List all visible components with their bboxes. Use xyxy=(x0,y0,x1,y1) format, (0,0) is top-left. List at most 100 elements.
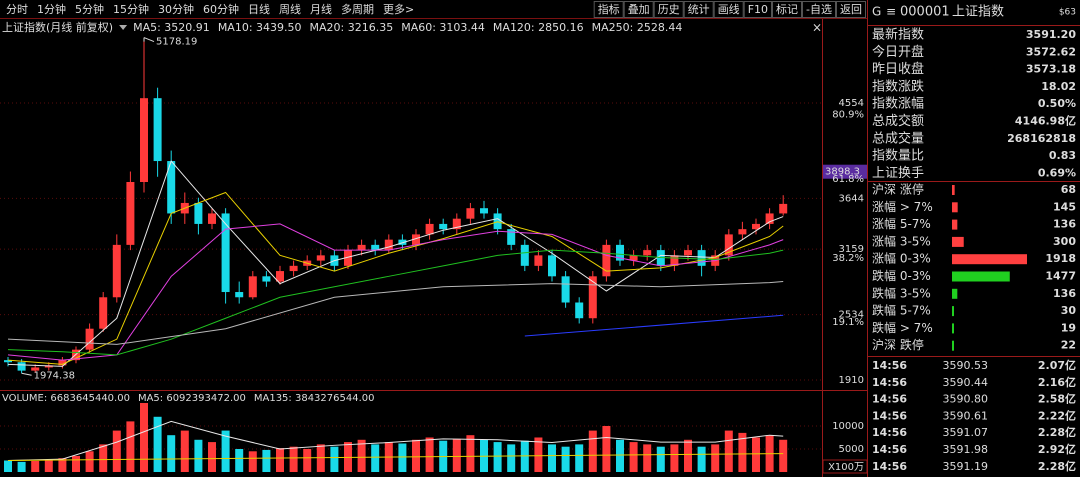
breadth-count: 19 xyxy=(1061,321,1076,334)
quote-value: 0.69% xyxy=(1038,166,1076,179)
volume-bar xyxy=(656,446,665,472)
volume-bar xyxy=(72,455,80,472)
period-tab[interactable]: 30分钟 xyxy=(158,2,194,16)
candle-body xyxy=(31,367,40,371)
period-tab[interactable]: 5分钟 xyxy=(75,2,104,16)
trade-price: 3590.80 xyxy=(943,393,989,406)
candle-body xyxy=(248,276,257,298)
breadth-count: 136 xyxy=(1053,218,1076,231)
volume-bar xyxy=(208,442,216,472)
tool-button-frame xyxy=(802,1,836,18)
breadth-label: 涨幅 > 7% xyxy=(872,199,933,214)
quote-label: 总成交量 xyxy=(872,130,924,146)
period-tab[interactable]: 多周期 xyxy=(341,2,374,16)
candle-body xyxy=(752,223,760,230)
trade-price: 3591.98 xyxy=(943,443,989,456)
tool-button[interactable]: 指标 xyxy=(598,2,620,16)
badge: $63 xyxy=(1059,8,1076,18)
volume-bar xyxy=(112,430,121,472)
tool-button[interactable]: 标记 xyxy=(776,2,798,16)
volume-bar xyxy=(534,437,543,472)
ma-line xyxy=(7,453,784,461)
candle-body xyxy=(85,328,94,350)
period-tab[interactable]: 分时 xyxy=(6,3,28,16)
quote-value: 0.50% xyxy=(1038,97,1076,110)
quote-value: 268162818 xyxy=(1007,132,1076,145)
tool-button-frame xyxy=(772,1,803,18)
title-dropdown[interactable] xyxy=(119,25,128,30)
volume-bar xyxy=(221,430,230,472)
candle-body xyxy=(548,255,556,277)
unit-label: X100万 xyxy=(828,462,864,473)
tool-button[interactable]: -自选 xyxy=(806,3,832,16)
breadth-bar xyxy=(952,219,958,230)
period-tab[interactable]: 周线 xyxy=(279,2,301,16)
trade-amount: 2.92亿 xyxy=(1038,442,1076,456)
candle-body xyxy=(194,202,203,224)
period-tab[interactable]: 日线 xyxy=(248,2,270,16)
candle-body xyxy=(765,213,774,224)
volume-bar xyxy=(697,446,706,472)
period-tab[interactable]: 月线 xyxy=(310,2,332,16)
breadth-count: 68 xyxy=(1061,183,1076,196)
candle-body xyxy=(44,365,53,368)
breadth-count: 136 xyxy=(1053,287,1076,300)
volume-bar xyxy=(738,432,747,472)
candle-body xyxy=(221,213,230,293)
trade-price: 3590.61 xyxy=(943,409,989,422)
ma-line xyxy=(7,281,784,345)
y-tick-label: 4554 xyxy=(839,98,864,109)
volume-bar xyxy=(670,444,679,472)
period-tab[interactable]: 更多> xyxy=(383,2,414,16)
candle-body xyxy=(208,213,216,224)
close-icon[interactable]: × xyxy=(812,21,822,35)
low-arrow xyxy=(21,372,32,376)
breadth-bar xyxy=(952,340,954,351)
fib-label: 61.8% xyxy=(832,174,864,185)
volume-bar xyxy=(180,430,189,472)
trade-price: 3590.44 xyxy=(943,376,989,389)
stock-name: 上证指数 xyxy=(952,5,1004,20)
volume-bar xyxy=(425,437,434,472)
candle-body xyxy=(398,239,407,245)
candle-body xyxy=(452,218,461,230)
period-tab[interactable]: 1分钟 xyxy=(37,2,66,16)
trade-time: 14:56 xyxy=(872,409,907,422)
tool-button[interactable]: 叠加 xyxy=(628,3,650,16)
legend-entry: MA10: 3439.50 xyxy=(218,21,302,34)
breadth-count: 300 xyxy=(1053,235,1076,248)
market-flag: G xyxy=(872,5,881,19)
tool-button[interactable]: F10 xyxy=(748,3,768,16)
trade-amount: 2.58亿 xyxy=(1038,392,1076,406)
volume-bar xyxy=(31,460,40,472)
tool-button[interactable]: 历史 xyxy=(658,3,680,16)
legend-entry: MA60: 3103.44 xyxy=(401,21,485,34)
trade-time: 14:56 xyxy=(872,426,907,439)
ma-line xyxy=(7,420,784,461)
period-tab[interactable]: 15分钟 xyxy=(113,2,149,16)
volume-bar xyxy=(602,425,611,472)
volume-bar xyxy=(4,460,12,472)
tool-button[interactable]: 统计 xyxy=(688,3,710,16)
candle-body xyxy=(384,239,393,251)
volume-bar xyxy=(276,448,284,472)
period-tab[interactable]: 60分钟 xyxy=(203,2,239,16)
tool-button[interactable]: 画线 xyxy=(718,2,740,16)
volume-bar xyxy=(371,444,380,472)
quote-label: 昨日收盘 xyxy=(872,61,924,77)
y-tick-label: 3644 xyxy=(839,193,864,204)
volume-bar xyxy=(466,435,475,472)
volume-bar xyxy=(561,446,570,472)
trade-price: 3590.53 xyxy=(943,359,989,372)
quote-label: 指数涨跌 xyxy=(872,78,924,94)
candle-body xyxy=(697,250,706,266)
quote-value: 3573.18 xyxy=(1026,63,1076,76)
candle-body xyxy=(643,250,652,256)
tool-button[interactable]: 返回 xyxy=(840,3,862,16)
breadth-label: 跌幅 3-5% xyxy=(872,285,931,300)
breadth-label: 沪深 跌停 xyxy=(872,337,924,352)
volume-bar xyxy=(724,430,733,472)
volume-bar xyxy=(711,444,720,472)
legend-entry: MA20: 3216.35 xyxy=(310,21,394,34)
high-arrow xyxy=(143,37,155,43)
